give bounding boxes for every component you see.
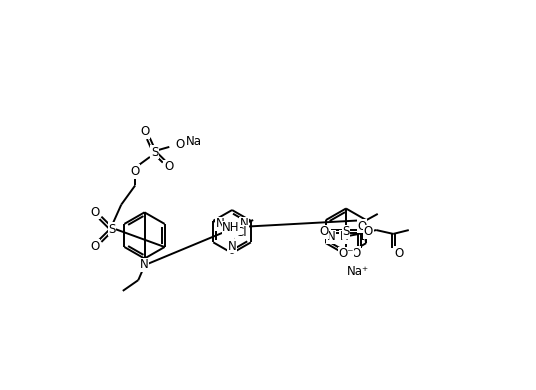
- Text: Na⁺: Na⁺: [347, 265, 369, 278]
- Text: N: N: [240, 217, 248, 230]
- Text: Cl: Cl: [235, 226, 247, 239]
- Text: S: S: [343, 225, 349, 238]
- Text: Na: Na: [185, 135, 202, 148]
- Text: N: N: [326, 230, 335, 243]
- Text: O: O: [175, 138, 185, 151]
- Text: O: O: [364, 225, 373, 238]
- Text: N: N: [228, 240, 236, 253]
- Text: O: O: [131, 165, 140, 178]
- Text: NH: NH: [222, 221, 240, 234]
- Text: O: O: [90, 206, 100, 219]
- Text: O: O: [164, 160, 173, 174]
- Text: O: O: [395, 246, 404, 260]
- Text: O: O: [352, 246, 361, 260]
- Text: O: O: [319, 225, 328, 238]
- Text: O: O: [90, 240, 100, 253]
- Text: O⁻: O⁻: [338, 247, 354, 261]
- Text: O: O: [140, 125, 150, 138]
- Text: O: O: [358, 220, 367, 233]
- Text: H: H: [340, 230, 348, 243]
- Text: S: S: [108, 223, 116, 236]
- Text: N: N: [216, 217, 225, 230]
- Text: N: N: [140, 258, 149, 271]
- Text: S: S: [151, 146, 158, 159]
